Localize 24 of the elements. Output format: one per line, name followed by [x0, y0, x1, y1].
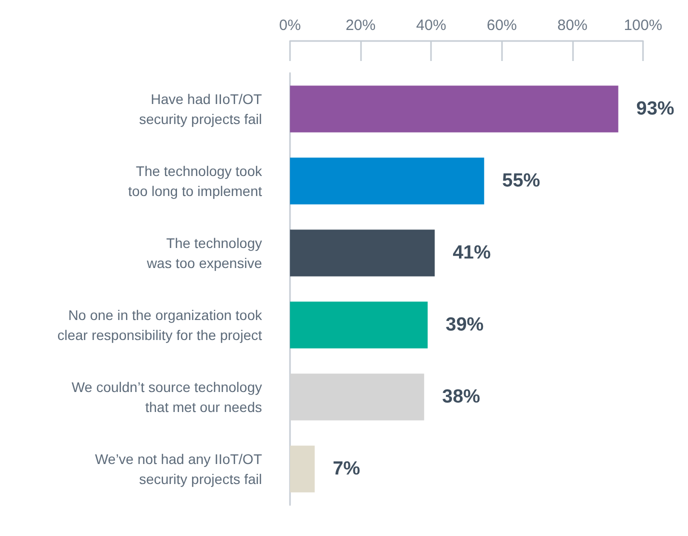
- data-label: 55%: [502, 170, 540, 192]
- x-tick-label: 20%: [346, 17, 376, 34]
- bar: [290, 302, 428, 348]
- x-tick-label: 60%: [486, 17, 517, 34]
- bar: [290, 86, 618, 132]
- bar: [290, 446, 315, 492]
- x-tick-label: 100%: [624, 17, 662, 34]
- data-label: 41%: [452, 242, 491, 264]
- x-tick-label: 0%: [279, 17, 301, 34]
- bar: [290, 158, 484, 204]
- y-tick-label: We couldn’t source technology that met our needs: [72, 379, 262, 415]
- bar: [290, 230, 435, 276]
- y-tick-label: We’ve not had any IIoT/OT security projects fail: [94, 451, 262, 487]
- y-tick-label: The technology took too long to implement: [128, 163, 263, 199]
- data-label: 39%: [446, 314, 484, 336]
- y-tick-label: No one in the organization took clear responsibility for the project: [57, 307, 263, 343]
- bar: [290, 374, 424, 420]
- data-label: 93%: [636, 98, 674, 120]
- x-tick-label: 40%: [416, 17, 446, 34]
- y-tick-label: Have had IIoT/OT security projects fail: [139, 91, 262, 127]
- y-tick-label: The technology was too expensive: [146, 235, 262, 271]
- x-tick-label: 80%: [557, 17, 588, 34]
- data-label: 38%: [442, 386, 480, 408]
- data-label: 7%: [332, 458, 360, 480]
